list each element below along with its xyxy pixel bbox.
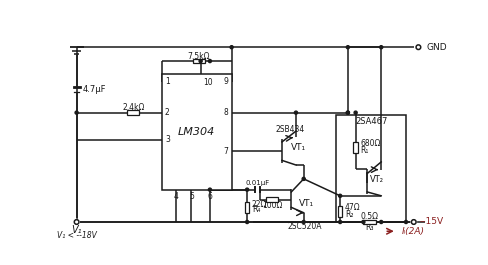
- Circle shape: [74, 219, 79, 225]
- Circle shape: [346, 46, 349, 49]
- Text: 2SA467: 2SA467: [354, 117, 386, 126]
- Text: --15V: --15V: [419, 217, 443, 226]
- Text: VT₁: VT₁: [291, 143, 306, 152]
- Text: 2: 2: [164, 108, 169, 117]
- Text: 5: 5: [188, 192, 193, 201]
- Circle shape: [294, 111, 297, 114]
- Text: 0.5Ω: 0.5Ω: [360, 212, 378, 221]
- Text: 100Ω: 100Ω: [261, 201, 282, 210]
- Circle shape: [245, 220, 248, 224]
- Text: VT₂: VT₂: [369, 175, 384, 184]
- Circle shape: [404, 220, 407, 224]
- Text: 9: 9: [223, 77, 228, 86]
- Circle shape: [230, 46, 233, 49]
- Text: V₁ < --18V: V₁ < --18V: [57, 231, 96, 240]
- Bar: [336, 115, 405, 222]
- Text: 2SC520A: 2SC520A: [287, 222, 321, 231]
- Text: VT₁: VT₁: [299, 199, 313, 208]
- Circle shape: [208, 60, 211, 63]
- Text: 8: 8: [224, 108, 228, 117]
- Circle shape: [302, 177, 305, 180]
- Text: R₁: R₁: [360, 146, 368, 155]
- Bar: [162, 74, 231, 190]
- Text: R₃: R₃: [365, 223, 373, 232]
- Bar: [352, 142, 357, 153]
- Circle shape: [208, 188, 211, 191]
- Circle shape: [410, 219, 416, 225]
- Text: 6: 6: [207, 192, 212, 201]
- Circle shape: [379, 220, 382, 224]
- Circle shape: [302, 220, 305, 224]
- Bar: [265, 197, 278, 202]
- Text: V₁: V₁: [71, 225, 81, 235]
- Text: 7: 7: [223, 147, 228, 156]
- Circle shape: [338, 194, 341, 197]
- Text: LM304: LM304: [178, 127, 215, 137]
- Text: GND: GND: [426, 43, 447, 52]
- Text: 2.4kΩ: 2.4kΩ: [122, 103, 144, 112]
- Circle shape: [353, 111, 356, 114]
- Bar: [337, 206, 342, 217]
- Text: 4.7μF: 4.7μF: [82, 85, 106, 94]
- Circle shape: [338, 220, 341, 224]
- Circle shape: [245, 188, 248, 191]
- Circle shape: [199, 60, 202, 63]
- Text: 4: 4: [173, 192, 178, 201]
- Text: R₂: R₂: [344, 210, 352, 219]
- Circle shape: [346, 111, 349, 114]
- Text: 10: 10: [203, 78, 212, 87]
- Circle shape: [361, 220, 364, 224]
- Text: 2SB434: 2SB434: [275, 125, 305, 134]
- Text: 47Ω: 47Ω: [344, 203, 360, 212]
- Text: 22Ω: 22Ω: [251, 200, 266, 209]
- Text: 7.5kΩ: 7.5kΩ: [187, 52, 210, 61]
- Text: 3: 3: [164, 135, 169, 144]
- Text: 0.01μF: 0.01μF: [244, 180, 269, 186]
- Bar: [244, 202, 249, 213]
- Bar: [127, 110, 139, 115]
- Bar: [363, 220, 375, 224]
- Text: 680Ω: 680Ω: [360, 139, 380, 148]
- Bar: [192, 59, 205, 63]
- Text: Iₗ(2A): Iₗ(2A): [401, 227, 424, 236]
- Text: 1: 1: [164, 77, 169, 86]
- Circle shape: [379, 46, 382, 49]
- Circle shape: [415, 45, 420, 50]
- Circle shape: [346, 111, 349, 114]
- Circle shape: [75, 111, 78, 114]
- Text: R₄: R₄: [251, 205, 260, 214]
